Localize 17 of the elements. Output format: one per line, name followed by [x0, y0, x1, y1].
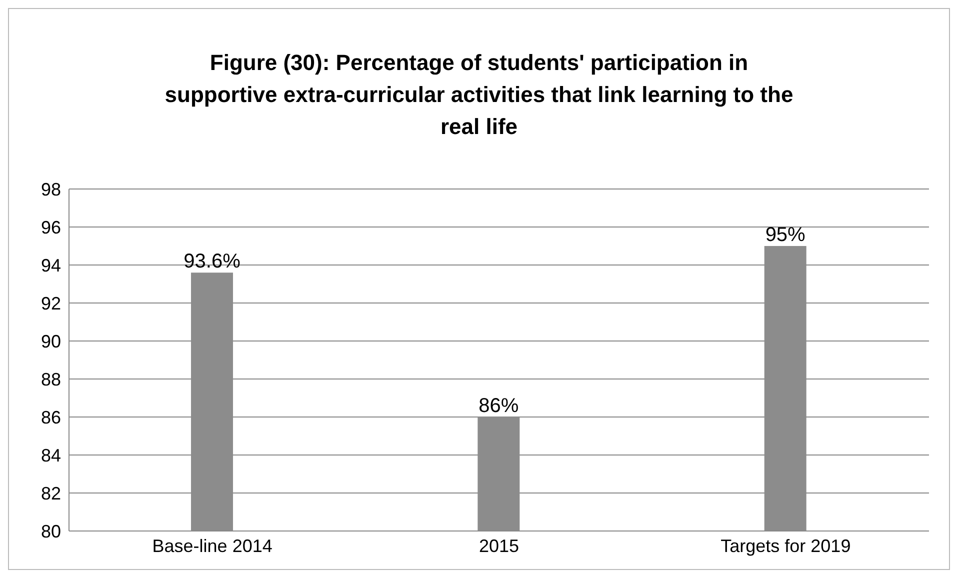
x-tick-label: 2015 [478, 536, 520, 556]
y-tick-label: 86 [40, 407, 61, 428]
data-label: 93.6% [184, 250, 241, 273]
chart-title: Figure (30): Percentage of students' participation in supportive extra-curricular activities that link learning to the real life [164, 49, 794, 141]
y-tick-label: 80 [40, 521, 61, 542]
y-tick-label: 90 [40, 331, 61, 352]
y-tick-label: 82 [40, 483, 61, 504]
y-tick-label: 84 [40, 445, 61, 466]
y-tick-label: 92 [40, 293, 61, 314]
x-tick-label: Base-line 2014 [152, 536, 272, 556]
y-tick-label: 94 [40, 255, 61, 276]
data-label: 95% [765, 224, 806, 246]
data-label: 86% [478, 395, 519, 417]
y-tick-label: 98 [40, 179, 61, 200]
y-tick-label: 96 [40, 217, 61, 238]
x-tick-label: Targets for 2019 [720, 536, 851, 556]
y-tick-label: 88 [40, 369, 61, 390]
